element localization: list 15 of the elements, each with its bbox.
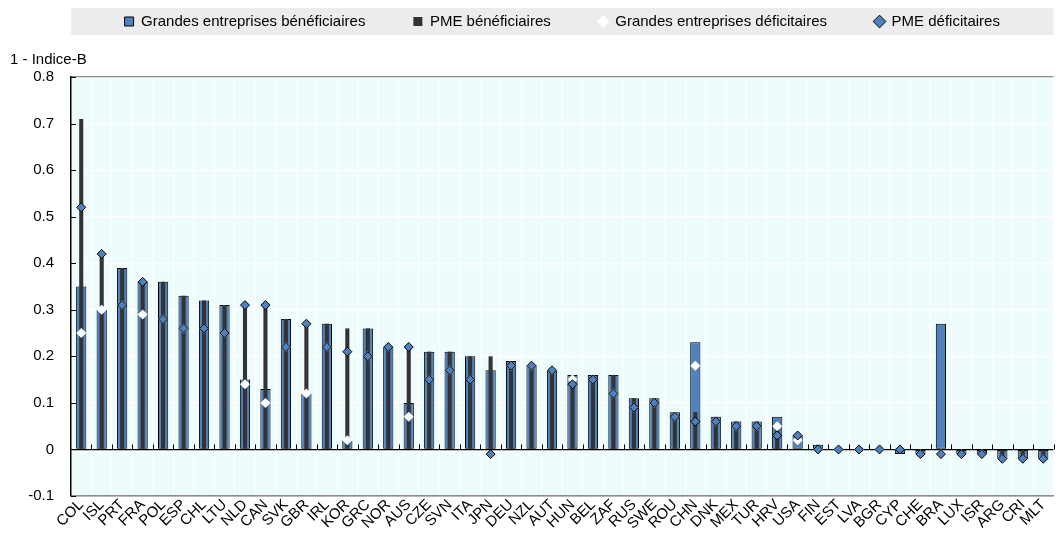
y-tick-label: 0.7 (33, 113, 54, 131)
legend-label: Grandes entreprises déficitaires (615, 11, 828, 29)
y-tick-label: 0.8 (33, 67, 54, 85)
y-tick-label: 0.3 (33, 299, 54, 317)
legend-label: Grandes entreprises bénéficiaires (141, 11, 366, 29)
y-tick-label: 0.4 (33, 253, 54, 271)
y-tick-label: 0.1 (33, 393, 54, 411)
legend-label: PME déficitaires (891, 11, 1000, 29)
legend-label: PME bénéficiaires (429, 11, 551, 29)
y-tick-label: 0.5 (33, 206, 54, 224)
y-tick-label: 0.2 (33, 346, 54, 364)
y-tick-label: -0.1 (28, 486, 54, 504)
y-axis-title: 1 - Indice-B (10, 50, 87, 68)
y-tick-label: 0.6 (33, 160, 54, 178)
y-tick-label: 0 (45, 439, 54, 457)
